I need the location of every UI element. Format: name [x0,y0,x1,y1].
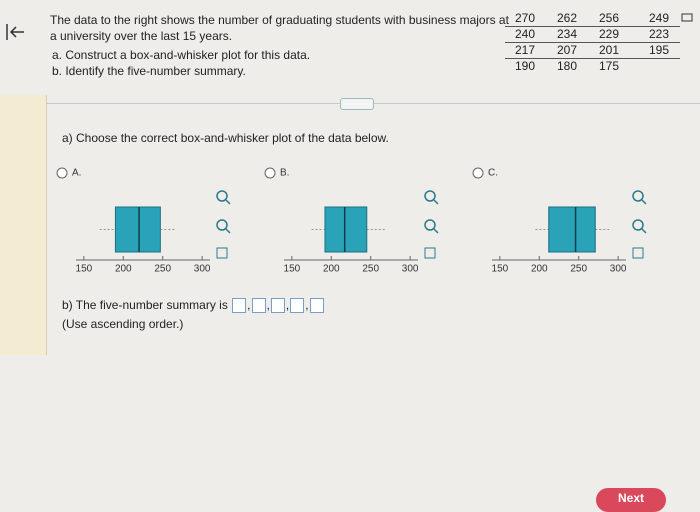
table-cell: 195 [648,43,669,57]
separator: , [247,298,251,312]
x-tick-label: 250 [154,264,171,275]
table-cell: 234 [556,27,577,41]
x-tick-label: 200 [323,264,340,275]
table-cell: 201 [598,43,619,57]
zoom-in-handle [225,199,231,205]
table-cell: 256 [598,11,619,25]
side-strip [0,95,47,355]
x-tick-label: 250 [570,264,587,275]
x-tick-label: 150 [76,264,93,275]
zoom-in-handle [641,199,647,205]
x-tick-label: 200 [531,264,548,275]
radio-button[interactable] [264,167,276,179]
table-cell: 249 [648,11,669,25]
question-text: The data to the right shows the number o… [50,13,509,43]
table-cell: 262 [556,11,577,25]
x-tick-label: 300 [610,264,627,275]
zoom-out-handle [641,228,647,234]
box [324,206,368,253]
answer-box[interactable] [290,298,305,314]
task-a: a. Construct a box-and-whisker plot for … [52,48,311,62]
row-line [505,42,680,43]
zoom-out[interactable] [424,219,436,231]
zoom-in[interactable] [424,190,436,202]
part-a-prompt: a) Choose the correct box-and-whisker pl… [62,131,389,145]
table-cell: 175 [598,59,619,73]
answer-box[interactable] [232,298,247,314]
next-button[interactable]: Next [596,488,666,512]
x-tick-label: 300 [402,264,419,275]
zoom-out-handle [433,228,439,234]
table-cell: 229 [598,27,619,41]
x-tick-label: 300 [194,264,211,275]
radio-button[interactable] [56,167,68,179]
zoom-in-handle [433,199,439,205]
open-new[interactable] [424,247,436,259]
part-b: b) The five-number summary is ,,,, [62,297,325,314]
zoom-out-handle [225,228,231,234]
box [548,206,596,253]
separator: , [266,298,270,312]
zoom-out[interactable] [632,219,644,231]
zoom-out[interactable] [216,219,228,231]
separator: , [285,298,290,312]
expand-handle[interactable] [340,98,374,110]
zoom-in[interactable] [632,190,644,202]
separator: , [305,298,309,312]
page: The data to the right shows the number o… [0,10,700,512]
table-cell: 270 [514,11,535,25]
row-line [505,26,680,27]
row-line [505,58,680,59]
box [114,206,161,253]
answer-box[interactable] [309,298,324,314]
x-tick-label: 150 [492,264,509,275]
zoom-in[interactable] [216,190,228,202]
x-tick-label: 250 [362,264,379,275]
table-cell: 240 [514,27,535,41]
part-b-prompt: b) The five-number summary is [62,298,228,312]
table-cell: 180 [556,59,577,73]
task-b: b. Identify the five-number summary. [52,64,246,78]
open-new[interactable] [632,247,644,259]
table-cell: 190 [514,59,535,73]
table-cell: 223 [648,27,669,41]
options: A. 150 200 250 300 B. 150 200 250 300 C. 150 200 250 3… [56,167,647,275]
back-button[interactable] [4,22,26,42]
option-label: A. [72,168,81,179]
copy-icon[interactable] [680,12,694,24]
option-label: B. [280,168,289,179]
table-cell: 207 [556,43,577,57]
answer-box[interactable] [270,298,285,314]
option-label: C. [488,168,498,179]
open-new[interactable] [216,247,228,259]
x-tick-label: 200 [115,264,132,275]
x-tick-label: 150 [284,264,301,275]
part-b-hint: (Use ascending order.) [62,317,184,331]
data-table: 270 262 256 249 240 234 229 223 217 207 201 195 190 1… [505,10,680,80]
radio-button[interactable] [472,167,484,179]
table-cell: 217 [514,43,535,57]
answer-box[interactable] [251,298,266,314]
